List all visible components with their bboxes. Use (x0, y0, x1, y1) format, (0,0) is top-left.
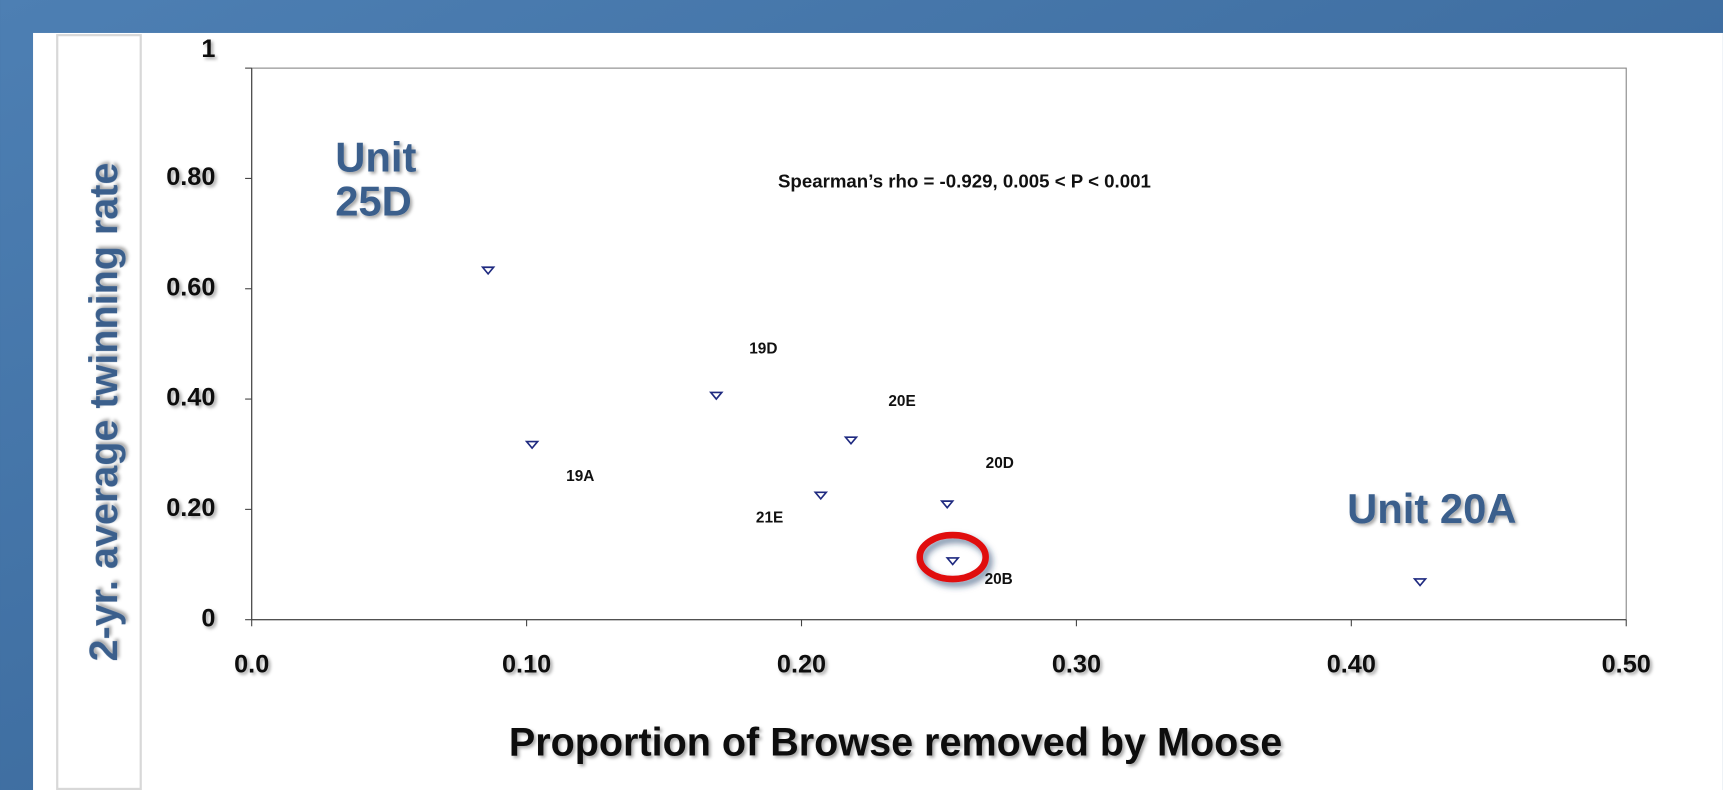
point-label: 19A (566, 468, 594, 485)
panel (33, 32, 1723, 790)
annotation: 25D (335, 177, 412, 224)
point (939, 500, 955, 509)
point-label: 20B (985, 571, 1013, 588)
point-label: 19D (749, 341, 777, 358)
annotation: Unit (335, 133, 416, 180)
x-tick-label: 0.50 (1602, 651, 1651, 679)
y-tick-label: 0.20 (166, 494, 215, 522)
point (480, 266, 496, 276)
x-tick-label: 0.20 (777, 651, 826, 679)
point-label: 21E (756, 510, 783, 527)
annotation: Unit 20A (1347, 485, 1516, 532)
highlight-circle (916, 531, 989, 583)
y-tick-label: 0 (201, 604, 215, 632)
y-axis-title: 2-yr. average twinning rate (82, 163, 126, 662)
point (813, 491, 829, 501)
point (524, 440, 540, 450)
x-axis-title: Proportion of Browse removed by Moose (509, 720, 1282, 764)
point (709, 391, 724, 401)
y-tick-label: 0.80 (166, 163, 215, 191)
x-tick-label: 0.0 (234, 651, 269, 679)
point-label: 20E (888, 393, 915, 410)
point (1412, 578, 1428, 587)
y-tick-label: 0.60 (166, 273, 215, 301)
y-tick-label: 0.40 (166, 384, 215, 412)
x-tick-label: 0.10 (502, 651, 551, 679)
point (945, 557, 960, 566)
x-tick-label: 0.40 (1327, 651, 1376, 679)
annotation: Spearman’s rho = -0.929, 0.005 < P < 0.0… (778, 170, 1151, 191)
point-label: 20D (986, 455, 1014, 472)
y-tick-label: 1 (201, 35, 215, 63)
point (843, 436, 859, 446)
y-title-box (56, 34, 142, 790)
x-tick-label: 0.30 (1052, 651, 1101, 679)
